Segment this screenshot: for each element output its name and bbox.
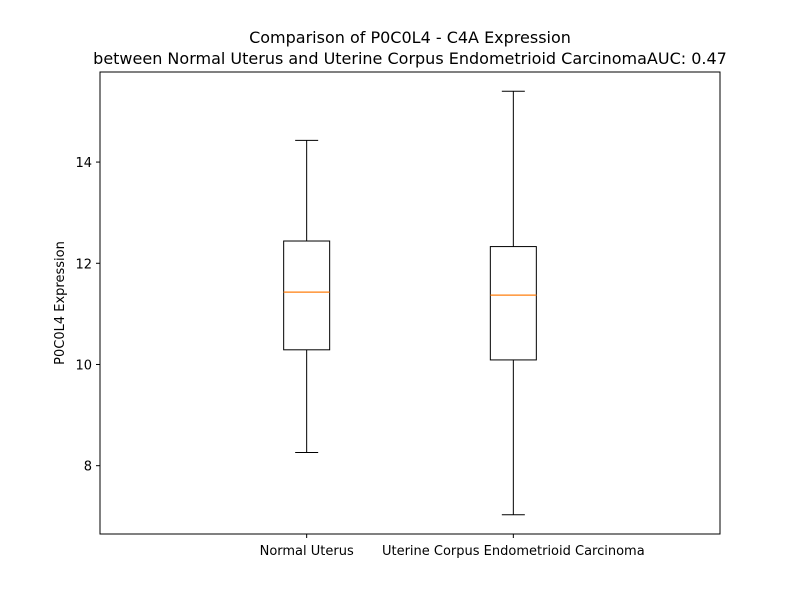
- x-axis: Normal Uterus Uterine Corpus Endometrioid…: [260, 534, 645, 559]
- box-2: [489, 90, 537, 516]
- y-tick-label: 8: [84, 460, 92, 475]
- plot-frame: [99, 71, 721, 535]
- x-tick-label: Uterine Corpus Endometrioid Carcinoma: [382, 544, 645, 559]
- y-axis: 8 10 12 14: [75, 156, 100, 475]
- iqr-box: [283, 240, 331, 351]
- y-tick-label: 10: [75, 358, 92, 373]
- plot-area: [283, 90, 537, 516]
- box-1: [283, 139, 331, 454]
- iqr-box: [489, 246, 537, 361]
- chart-title-line-2: between Normal Uterus and Uterine Corpus…: [93, 49, 727, 68]
- y-axis-label: P0C0L4 Expression: [53, 241, 68, 365]
- x-tick-label: Normal Uterus: [260, 544, 354, 559]
- y-tick-label: 12: [75, 257, 92, 272]
- y-tick-label: 14: [75, 156, 92, 171]
- chart-title-line-1: Comparison of P0C0L4 - C4A Expression: [249, 28, 571, 47]
